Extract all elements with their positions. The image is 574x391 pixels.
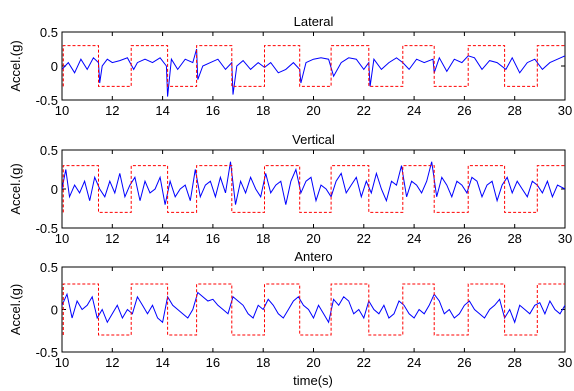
x-tick-label: 28 — [507, 103, 521, 118]
chart-panel-lateral: Lateral Accel.(g) 10 12 14 16 18 20 22 24 26 28 30 0.… — [8, 14, 572, 118]
x-tick-label: 20 — [306, 355, 320, 370]
x-tick-label: 28 — [507, 355, 521, 370]
x-tick-label: 20 — [306, 231, 320, 246]
acceleration-signal-line-antero — [62, 291, 565, 324]
x-tick-label: 30 — [558, 231, 572, 246]
y-tick-label: -0.5 — [36, 93, 58, 108]
x-tick-label: 16 — [206, 231, 220, 246]
y-tick-label: -0.5 — [36, 221, 58, 236]
x-axis-label: time(s) — [293, 373, 333, 388]
y-tick-label: 0 — [51, 303, 58, 318]
y-tick-label: 0.5 — [40, 143, 58, 158]
y-axis-label-vertical: Accel.(g) — [8, 163, 23, 214]
chart-title-lateral: Lateral — [294, 14, 334, 29]
chart-title-vertical: Vertical — [292, 132, 335, 147]
x-tick-label: 28 — [507, 231, 521, 246]
x-tick-label: 14 — [155, 103, 169, 118]
x-tick-label: 18 — [256, 231, 270, 246]
x-tick-label: 14 — [155, 231, 169, 246]
x-tick-label: 16 — [206, 355, 220, 370]
x-tick-label: 24 — [407, 103, 421, 118]
y-tick-label: 0 — [51, 59, 58, 74]
x-tick-label: 30 — [558, 355, 572, 370]
x-tick-label: 14 — [155, 355, 169, 370]
x-tick-label: 18 — [256, 103, 270, 118]
y-tick-label: 0.5 — [40, 260, 58, 275]
x-tick-label: 20 — [306, 103, 320, 118]
x-tick-label: 22 — [357, 103, 371, 118]
chart-title-antero: Antero — [294, 249, 332, 264]
x-tick-label: 12 — [105, 231, 119, 246]
plot-area-lateral — [61, 31, 566, 101]
x-tick-label: 22 — [357, 231, 371, 246]
acceleration-signal-line-lateral — [62, 48, 565, 97]
x-tick-label: 24 — [407, 231, 421, 246]
y-tick-label: -0.5 — [36, 345, 58, 360]
x-tick-label: 10 — [55, 355, 69, 370]
x-tick-label: 12 — [105, 355, 119, 370]
step-reference-line-lateral — [62, 45, 565, 87]
x-tick-label: 26 — [457, 103, 471, 118]
x-tick-label: 10 — [55, 231, 69, 246]
x-tick-label: 26 — [457, 355, 471, 370]
chart-panel-vertical: Vertical Accel.(g) 10 12 14 16 18 20 22 24 26 28 30 0… — [8, 132, 572, 246]
x-tick-label: 22 — [357, 355, 371, 370]
x-tick-label: 24 — [407, 355, 421, 370]
x-tick-label: 26 — [457, 231, 471, 246]
x-tick-label: 12 — [105, 103, 119, 118]
y-tick-label: 0 — [51, 182, 58, 197]
step-reference-line-vertical — [62, 165, 565, 213]
step-reference-line-antero — [62, 283, 565, 336]
chart-panel-antero: Antero Accel.(g) 10 12 14 16 18 20 22 24 26 28 30 0.5… — [8, 249, 572, 370]
x-tick-label: 16 — [206, 103, 220, 118]
x-tick-label: 30 — [558, 103, 572, 118]
y-tick-label: 0.5 — [40, 25, 58, 40]
y-axis-label-antero: Accel.(g) — [8, 284, 23, 335]
x-tick-label: 10 — [55, 103, 69, 118]
x-tick-label: 18 — [256, 355, 270, 370]
acceleration-signal-line-vertical — [62, 161, 565, 205]
y-axis-label-lateral: Accel.(g) — [8, 40, 23, 91]
